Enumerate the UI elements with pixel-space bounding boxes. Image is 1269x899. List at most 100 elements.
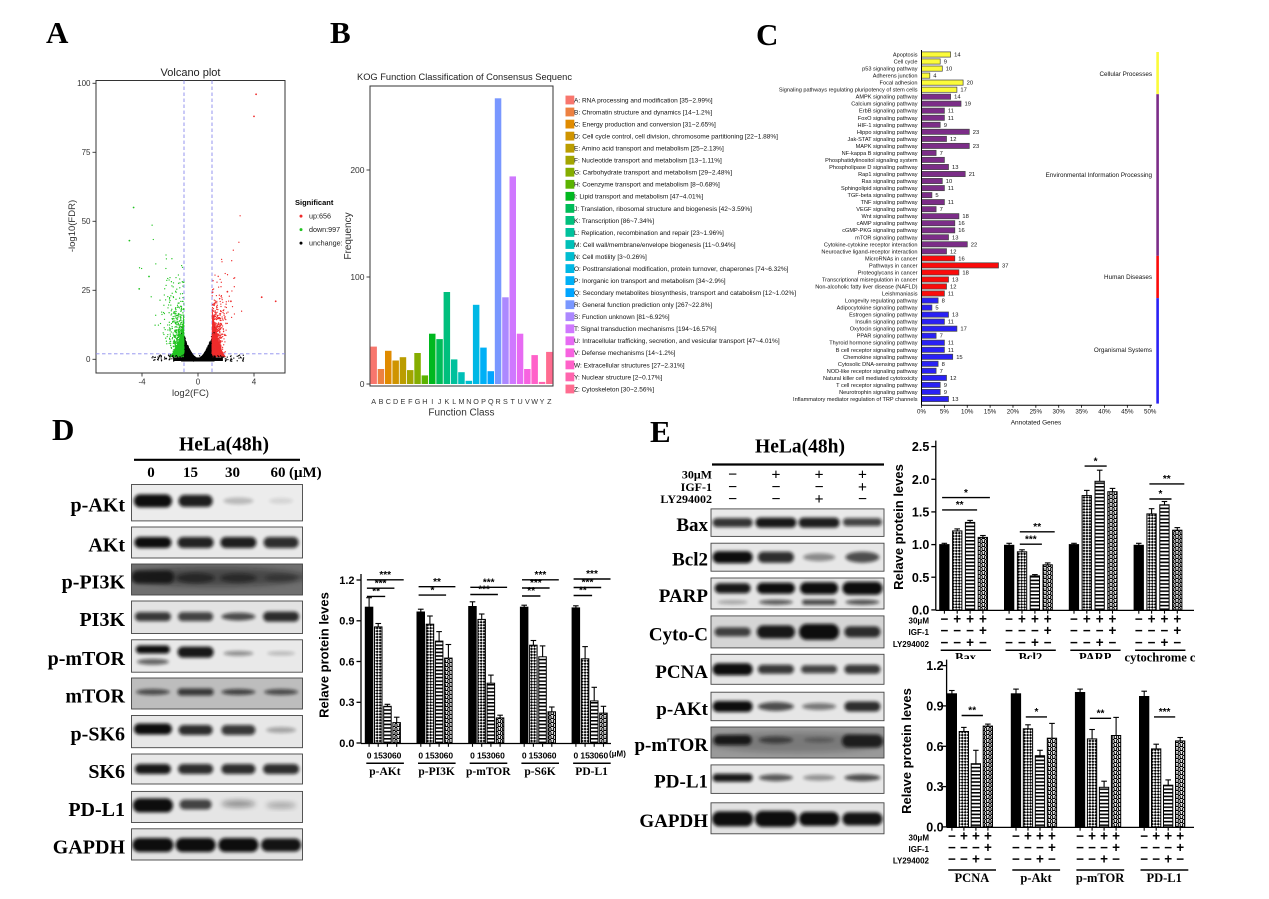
svg-text:−: − [972,840,980,855]
svg-text:15: 15 [373,751,383,761]
svg-text:9: 9 [944,383,947,389]
svg-text:Thyroid hormone signaling path: Thyroid hormone signaling pathway [829,341,918,347]
svg-text:LY294002: LY294002 [660,492,712,506]
svg-text:NF-kappa B signaling pathway: NF-kappa B signaling pathway [842,151,918,157]
svg-text:Phospholipase D signaling path: Phospholipase D signaling pathway [829,165,918,171]
svg-text:4: 4 [933,74,937,80]
svg-text:HeLa(48h): HeLa(48h) [179,435,269,456]
svg-text:0.5: 0.5 [912,571,929,585]
svg-text:E: E [401,397,406,406]
svg-text:−: − [1088,840,1096,855]
svg-text:0%: 0% [917,409,926,416]
svg-text:11: 11 [948,109,954,115]
svg-text:1.0: 1.0 [912,538,929,552]
svg-text:0.9: 0.9 [339,616,354,628]
svg-text:p53 signaling pathway: p53 signaling pathway [862,67,918,73]
svg-text:−: − [728,467,737,484]
svg-text:−: − [1024,851,1032,866]
svg-text:−: − [728,479,737,496]
svg-text:G: Carbohydrate transport and: G: Carbohydrate transport and metabolism… [574,170,732,177]
svg-text:Q: Secondary metabolites biosy: Q: Secondary metabolites biosynthesis, t… [574,290,796,297]
svg-text:K: K [445,397,450,406]
svg-text:16: 16 [958,221,964,227]
svg-text:−: − [940,623,948,638]
svg-text:Y: Y [540,397,545,406]
svg-text:12: 12 [950,137,956,143]
svg-text:0.6: 0.6 [926,740,943,754]
svg-text:U: Intracellular trafficking,: U: Intracellular trafficking, secretion,… [574,338,780,345]
svg-text:D: D [52,412,74,447]
svg-text:−: − [1012,840,1020,855]
svg-text:+: + [1036,828,1044,843]
svg-text:T: Signal transduction mechani: T: Signal transduction mechanisms [194~1… [574,326,717,333]
svg-text:**: ** [527,586,535,597]
svg-text:mTOR signaling pathway: mTOR signaling pathway [855,235,918,241]
svg-text:−: − [1100,840,1108,855]
svg-text:20%: 20% [1007,409,1020,416]
svg-text:+: + [1031,611,1039,626]
svg-text:A: A [46,15,69,50]
svg-text:Natural killer cell mediated c: Natural killer cell mediated cytotoxicit… [823,376,918,382]
svg-text:0.0: 0.0 [912,603,929,617]
svg-text:PARP: PARP [659,586,709,607]
svg-text:mTOR: mTOR [65,686,125,708]
svg-text:25%: 25% [1030,409,1043,416]
svg-text:−: − [960,851,968,866]
svg-text:−: − [966,623,974,638]
svg-text:+: + [1161,635,1169,650]
svg-text:p-mTOR: p-mTOR [1076,871,1125,885]
svg-text:GAPDH: GAPDH [53,836,126,858]
svg-text:−: − [1070,623,1078,638]
svg-text:p-Akt: p-Akt [1020,871,1052,885]
svg-text:***: *** [1025,534,1037,545]
svg-text:0: 0 [147,465,155,481]
svg-text:B: B [330,15,351,50]
svg-text:D: D [393,397,398,406]
svg-text:−: − [940,611,948,626]
svg-text:−: − [948,851,956,866]
svg-text:−: − [953,623,961,638]
svg-text:R: General function prediction: R: General function prediction only [267… [574,302,712,309]
svg-text:50: 50 [82,217,91,226]
svg-text:Function Class: Function Class [428,408,494,419]
svg-text:−: − [1012,851,1020,866]
svg-text:Jak-STAT signaling pathway: Jak-STAT signaling pathway [848,137,918,143]
svg-text:*: * [1158,489,1162,500]
svg-text:+: + [1148,611,1156,626]
svg-text:T cell receptor signaling path: T cell receptor signaling pathway [836,383,918,389]
svg-text:LY294002: LY294002 [893,856,930,865]
svg-text:N: N [466,397,471,406]
svg-text:**: ** [579,586,587,597]
svg-text:log2(FC): log2(FC) [172,388,209,399]
svg-text:−: − [1036,840,1044,855]
svg-text:Z: Cytoskeleton [30~2.56%]: Z: Cytoskeleton [30~2.56%] [574,386,654,393]
svg-text:PPAR signaling pathway: PPAR signaling pathway [857,334,918,340]
svg-text:1.2: 1.2 [926,659,943,673]
svg-text:30: 30 [225,465,240,481]
svg-text:***: *** [1159,707,1171,718]
svg-text:p-AKt: p-AKt [71,495,126,517]
svg-text:5: 5 [935,306,938,312]
svg-text:9: 9 [944,390,947,396]
svg-text:Z: Z [547,397,552,406]
svg-text:**: ** [1097,709,1105,720]
svg-text:AKt: AKt [88,535,125,557]
svg-text:22: 22 [971,242,977,248]
svg-text:0: 0 [196,378,201,387]
svg-text:Environmental Information Proc: Environmental Information Processing [1046,172,1153,179]
svg-text:100: 100 [350,272,364,282]
svg-text:U: U [517,397,522,406]
svg-text:15: 15 [580,751,590,761]
svg-text:17: 17 [960,327,966,333]
svg-text:0.0: 0.0 [926,820,943,834]
svg-text:15: 15 [477,751,487,761]
svg-text:−: − [1140,840,1148,855]
svg-text:−: − [1005,623,1013,638]
svg-text:-4: -4 [138,378,146,387]
svg-text:15: 15 [956,355,962,361]
svg-text:−: − [1135,623,1143,638]
svg-text:FoxO signaling pathway: FoxO signaling pathway [858,116,918,122]
svg-text:PD-L1: PD-L1 [575,766,608,778]
svg-text:PD-L1: PD-L1 [1146,871,1181,885]
svg-text:Frequency: Frequency [343,212,354,259]
